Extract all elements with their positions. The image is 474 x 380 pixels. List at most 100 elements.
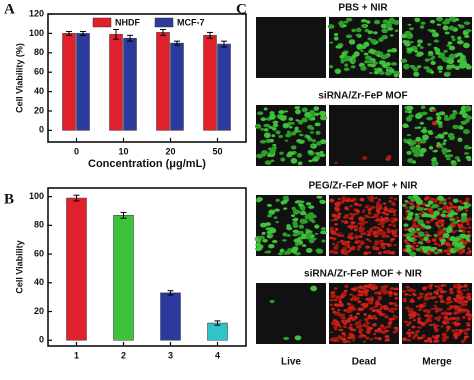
cell bbox=[372, 316, 376, 319]
cell bbox=[451, 38, 456, 42]
cell bbox=[406, 133, 412, 137]
cell bbox=[394, 29, 399, 33]
cell bbox=[446, 157, 451, 161]
cell bbox=[264, 160, 272, 165]
cell bbox=[286, 234, 291, 237]
cell bbox=[333, 298, 338, 302]
cell bbox=[411, 313, 417, 317]
cell bbox=[464, 209, 469, 213]
cell bbox=[343, 289, 348, 293]
cell bbox=[415, 136, 422, 142]
cell bbox=[316, 141, 322, 146]
cell bbox=[334, 227, 339, 231]
y-tick-label: 60 bbox=[34, 67, 44, 77]
cell bbox=[294, 106, 301, 110]
cell bbox=[365, 215, 371, 219]
row-title: PEG/Zr-FeP MOF + NIR bbox=[309, 181, 419, 192]
cell bbox=[329, 250, 335, 254]
cell bbox=[337, 315, 341, 317]
cell bbox=[429, 323, 433, 327]
cell bbox=[389, 217, 394, 220]
cell bbox=[310, 285, 318, 292]
cell bbox=[437, 248, 443, 252]
cell bbox=[393, 292, 398, 296]
cell bbox=[329, 331, 333, 334]
cell bbox=[340, 60, 345, 64]
cell bbox=[447, 41, 453, 45]
cell bbox=[290, 247, 298, 254]
cell bbox=[340, 220, 345, 223]
cell bbox=[338, 335, 344, 340]
cell bbox=[452, 124, 459, 130]
cell bbox=[427, 337, 432, 342]
cell bbox=[350, 232, 353, 234]
cell bbox=[446, 154, 454, 158]
cell bbox=[417, 219, 424, 225]
cell bbox=[460, 201, 465, 205]
cell bbox=[312, 157, 319, 162]
cell bbox=[409, 288, 414, 292]
cell bbox=[359, 224, 363, 228]
cell bbox=[413, 319, 416, 322]
cell bbox=[448, 16, 456, 22]
cell bbox=[421, 246, 429, 252]
cell bbox=[330, 291, 336, 294]
cell bbox=[390, 220, 396, 223]
cell bbox=[442, 336, 447, 340]
cell bbox=[442, 338, 447, 343]
cell bbox=[421, 286, 427, 291]
cell bbox=[422, 126, 427, 130]
cell bbox=[402, 290, 407, 293]
cell bbox=[286, 130, 291, 134]
cell bbox=[387, 290, 393, 295]
cell bbox=[433, 39, 440, 43]
error-bar bbox=[167, 290, 174, 296]
cell bbox=[416, 313, 420, 316]
x-axis-label: Concentration (μg/mL) bbox=[88, 158, 206, 170]
cell bbox=[267, 227, 276, 231]
cell bbox=[291, 214, 296, 217]
cell bbox=[412, 292, 416, 296]
cell bbox=[394, 297, 398, 300]
cell bbox=[388, 223, 393, 227]
cell bbox=[442, 227, 448, 231]
cell bbox=[457, 205, 464, 210]
cell bbox=[440, 221, 445, 226]
cell bbox=[454, 336, 459, 340]
cell bbox=[382, 212, 388, 215]
micrograph bbox=[401, 194, 472, 257]
cell bbox=[376, 231, 381, 235]
cell bbox=[294, 200, 300, 204]
micrograph bbox=[329, 283, 400, 344]
cell bbox=[417, 142, 421, 145]
cell bbox=[262, 238, 268, 243]
cell bbox=[335, 339, 340, 342]
cell bbox=[432, 323, 437, 327]
cell bbox=[402, 337, 407, 342]
cell bbox=[415, 330, 420, 334]
cell bbox=[349, 310, 353, 313]
bar bbox=[66, 197, 87, 341]
x-tick-label: 20 bbox=[165, 146, 175, 156]
cell bbox=[384, 334, 390, 339]
cell bbox=[343, 67, 350, 72]
cell bbox=[404, 110, 409, 114]
cell bbox=[357, 289, 362, 293]
cell bbox=[349, 213, 354, 216]
cell bbox=[329, 303, 334, 307]
cell bbox=[354, 224, 359, 227]
cell bbox=[361, 302, 367, 307]
cell bbox=[456, 40, 464, 45]
cell bbox=[409, 202, 414, 206]
x-tick-label: 3 bbox=[168, 350, 173, 360]
x-tick-label: 0 bbox=[74, 146, 79, 156]
cell bbox=[336, 241, 340, 244]
cell bbox=[446, 250, 451, 254]
cell bbox=[409, 27, 414, 31]
image-bg bbox=[256, 17, 326, 78]
cell bbox=[357, 245, 362, 248]
cell bbox=[423, 302, 427, 305]
cell bbox=[411, 230, 416, 233]
cell bbox=[393, 287, 399, 291]
cell bbox=[449, 202, 453, 206]
